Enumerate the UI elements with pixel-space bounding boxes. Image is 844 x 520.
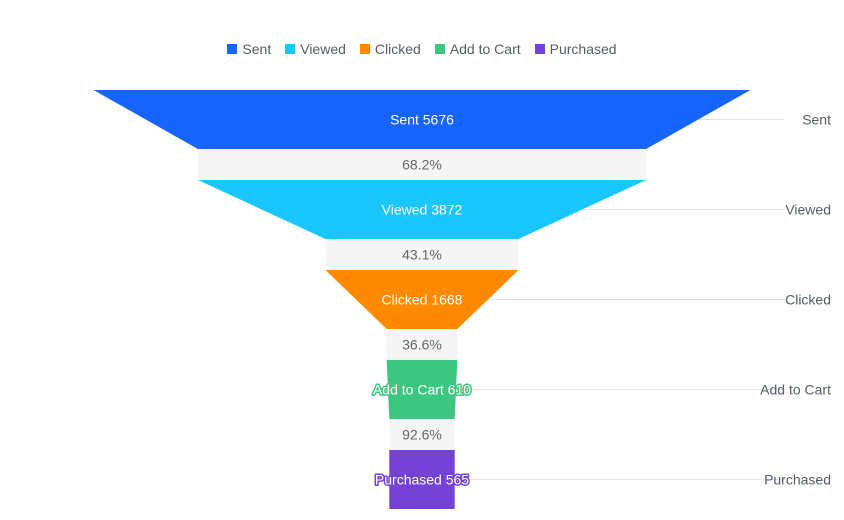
transition-band-1: [197, 149, 647, 180]
conversion-rate-1: 68.2%: [402, 157, 442, 173]
legend-swatch-add-to-cart: [434, 44, 445, 54]
transition-band-3: [386, 329, 458, 360]
legend-swatch-viewed: [285, 44, 296, 54]
side-label-clicked: Clicked: [785, 292, 831, 308]
legend-label-purchased: Purchased: [549, 41, 617, 57]
legend-label-viewed: Viewed: [300, 41, 346, 57]
legend-item-sent[interactable]: Sent: [227, 41, 271, 57]
transition-band-2: [325, 239, 519, 270]
legend-item-purchased[interactable]: Purchased: [534, 41, 617, 57]
legend-item-viewed[interactable]: Viewed: [285, 41, 346, 57]
legend-label-sent: Sent: [242, 41, 272, 57]
stage-label-viewed: Viewed 3872: [382, 202, 463, 218]
transition-band-4: [389, 419, 455, 450]
stage-label-add-to-cart: Add to Cart 610: [373, 382, 471, 398]
funnel-stage-purchased[interactable]: [389, 450, 455, 509]
side-label-purchased: Purchased: [764, 472, 831, 488]
legend-label-add-to-cart: Add to Cart: [449, 41, 521, 57]
legend-swatch-clicked: [359, 44, 370, 54]
side-label-viewed: Viewed: [785, 202, 831, 218]
stage-label-sent: Sent 5676: [390, 112, 454, 128]
side-label-sent: Sent: [802, 112, 831, 128]
legend-item-add-to-cart[interactable]: Add to Cart: [434, 41, 521, 57]
legend-swatch-sent: [227, 44, 238, 54]
legend-item-clicked[interactable]: Clicked: [359, 41, 421, 57]
conversion-rate-2: 43.1%: [402, 247, 442, 263]
side-label-add-to-cart: Add to Cart: [760, 382, 831, 398]
funnel-stage-viewed[interactable]: [197, 180, 647, 239]
funnel-stage-add-to-cart[interactable]: [386, 360, 458, 419]
legend-swatch-purchased: [534, 44, 545, 54]
funnel-stage-clicked[interactable]: [325, 270, 519, 329]
stage-label-purchased: Purchased 565: [375, 472, 469, 488]
legend-label-clicked: Clicked: [374, 41, 421, 57]
legend: Sent Viewed Clicked Add to Cart Purchase…: [0, 41, 844, 57]
stage-label-clicked: Clicked 1668: [382, 292, 463, 308]
conversion-rate-4: 92.6%: [402, 427, 442, 443]
conversion-rate-3: 36.6%: [402, 337, 442, 353]
funnel-stage-sent[interactable]: [93, 90, 751, 149]
